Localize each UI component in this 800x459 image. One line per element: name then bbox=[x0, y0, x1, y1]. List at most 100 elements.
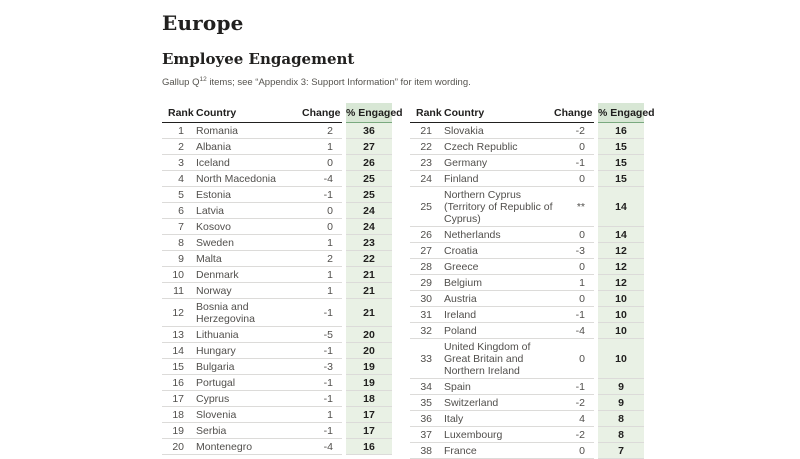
rank-cell: 32 bbox=[410, 322, 438, 340]
table-row: 16 Portugal -1 19 bbox=[162, 374, 392, 392]
engaged-cell: 14 bbox=[594, 226, 644, 244]
country-cell: Romania bbox=[190, 122, 302, 140]
engaged-cell: 27 bbox=[342, 138, 392, 156]
table-row: 30 Austria 0 10 bbox=[410, 290, 644, 308]
country-cell: Switzerland bbox=[438, 394, 554, 412]
engaged-cell: 26 bbox=[342, 154, 392, 172]
change-cell: -1 bbox=[554, 378, 596, 396]
table-row: 14 Hungary -1 20 bbox=[162, 342, 392, 360]
country-cell: Luxembourg bbox=[438, 426, 554, 444]
country-cell: Poland bbox=[438, 322, 554, 340]
engaged-cell: 15 bbox=[594, 138, 644, 156]
change-cell: -1 bbox=[302, 390, 344, 408]
rank-cell: 17 bbox=[162, 390, 190, 408]
table-row: 34 Spain -1 9 bbox=[410, 378, 644, 396]
rank-cell: 15 bbox=[162, 358, 190, 376]
rank-cell: 12 bbox=[162, 298, 190, 328]
country-cell: Greece bbox=[438, 258, 554, 276]
engaged-cell: 25 bbox=[342, 186, 392, 204]
rank-cell: 27 bbox=[410, 242, 438, 260]
rank-cell: 30 bbox=[410, 290, 438, 308]
change-cell: 2 bbox=[302, 122, 344, 140]
rank-cell: 13 bbox=[162, 326, 190, 344]
change-cell: -3 bbox=[554, 242, 596, 260]
engaged-column-header: % Engaged bbox=[342, 103, 403, 124]
engagement-table-right: Rank Country Change % Engaged 21 Slovakia… bbox=[410, 103, 655, 459]
country-cell: Cyprus bbox=[190, 390, 302, 408]
subtitle-prefix: Gallup Q bbox=[162, 77, 200, 89]
country-cell: Lithuania bbox=[190, 326, 302, 344]
change-cell: -4 bbox=[302, 438, 344, 456]
rank-cell: 29 bbox=[410, 274, 438, 292]
country-cell: Norway bbox=[190, 282, 302, 300]
engaged-cell: 9 bbox=[594, 378, 644, 396]
table-header: Rank Country Change % Engaged bbox=[162, 103, 403, 124]
table-row: 3 Iceland 0 26 bbox=[162, 154, 392, 172]
table-row: 21 Slovakia -2 16 bbox=[410, 122, 644, 140]
change-cell: -1 bbox=[554, 154, 596, 172]
table-row: 23 Germany -1 15 bbox=[410, 154, 644, 172]
rank-cell: 16 bbox=[162, 374, 190, 392]
engaged-cell: 12 bbox=[594, 274, 644, 292]
table-row: 31 Ireland -1 10 bbox=[410, 306, 644, 324]
change-column-header: Change bbox=[302, 103, 344, 124]
engaged-cell: 18 bbox=[342, 390, 392, 408]
rank-column-header: Rank bbox=[162, 103, 194, 124]
change-cell: -1 bbox=[302, 422, 344, 440]
rank-cell: 1 bbox=[162, 122, 190, 140]
change-cell: 0 bbox=[302, 154, 344, 172]
rank-cell: 20 bbox=[162, 438, 190, 456]
rank-cell: 18 bbox=[162, 406, 190, 424]
table-row: 2 Albania 1 27 bbox=[162, 138, 392, 156]
engaged-cell: 17 bbox=[342, 406, 392, 424]
country-cell: Iceland bbox=[190, 154, 302, 172]
section-title: Employee Engagement bbox=[162, 50, 355, 68]
engaged-cell: 24 bbox=[342, 218, 392, 236]
change-cell: -1 bbox=[554, 306, 596, 324]
change-cell: -4 bbox=[302, 170, 344, 188]
rank-cell: 35 bbox=[410, 394, 438, 412]
country-cell: Slovenia bbox=[190, 406, 302, 424]
country-cell: Portugal bbox=[190, 374, 302, 392]
engaged-cell: 22 bbox=[342, 250, 392, 268]
table-row: 33 United Kingdom of Great Britain and No… bbox=[410, 338, 644, 380]
table-row: 29 Belgium 1 12 bbox=[410, 274, 644, 292]
engaged-cell: 16 bbox=[342, 438, 392, 456]
section-subtitle: Gallup Q12 items; see “Appendix 3: Suppo… bbox=[162, 74, 644, 89]
country-cell: Ireland bbox=[438, 306, 554, 324]
rank-cell: 10 bbox=[162, 266, 190, 284]
engaged-cell: 16 bbox=[594, 122, 644, 140]
engaged-cell: 15 bbox=[594, 170, 644, 188]
change-cell: 4 bbox=[554, 410, 596, 428]
change-cell: -4 bbox=[554, 322, 596, 340]
country-cell: Germany bbox=[438, 154, 554, 172]
rank-cell: 8 bbox=[162, 234, 190, 252]
country-cell: Latvia bbox=[190, 202, 302, 220]
country-column-header: Country bbox=[438, 103, 554, 124]
change-cell: -1 bbox=[302, 342, 344, 360]
rank-cell: 9 bbox=[162, 250, 190, 268]
table-row: 38 France 0 7 bbox=[410, 442, 644, 459]
change-cell: 0 bbox=[302, 202, 344, 220]
country-cell: Serbia bbox=[190, 422, 302, 440]
rank-cell: 36 bbox=[410, 410, 438, 428]
change-cell: 1 bbox=[302, 282, 344, 300]
country-cell: Bosnia and Herzegovina bbox=[190, 298, 302, 328]
rank-cell: 11 bbox=[162, 282, 190, 300]
table-row: 4 North Macedonia -4 25 bbox=[162, 170, 392, 188]
country-cell: Sweden bbox=[190, 234, 302, 252]
rank-cell: 21 bbox=[410, 122, 438, 140]
engaged-cell: 21 bbox=[342, 266, 392, 284]
table-row: 36 Italy 4 8 bbox=[410, 410, 644, 428]
table-row: 8 Sweden 1 23 bbox=[162, 234, 392, 252]
engaged-cell: 10 bbox=[594, 306, 644, 324]
engaged-cell: 19 bbox=[342, 374, 392, 392]
rank-cell: 2 bbox=[162, 138, 190, 156]
change-cell: 1 bbox=[554, 274, 596, 292]
engaged-cell: 14 bbox=[594, 186, 644, 228]
change-cell: 0 bbox=[554, 290, 596, 308]
country-cell: Denmark bbox=[190, 266, 302, 284]
change-cell: 0 bbox=[554, 170, 596, 188]
rank-cell: 7 bbox=[162, 218, 190, 236]
table-row: 5 Estonia -1 25 bbox=[162, 186, 392, 204]
